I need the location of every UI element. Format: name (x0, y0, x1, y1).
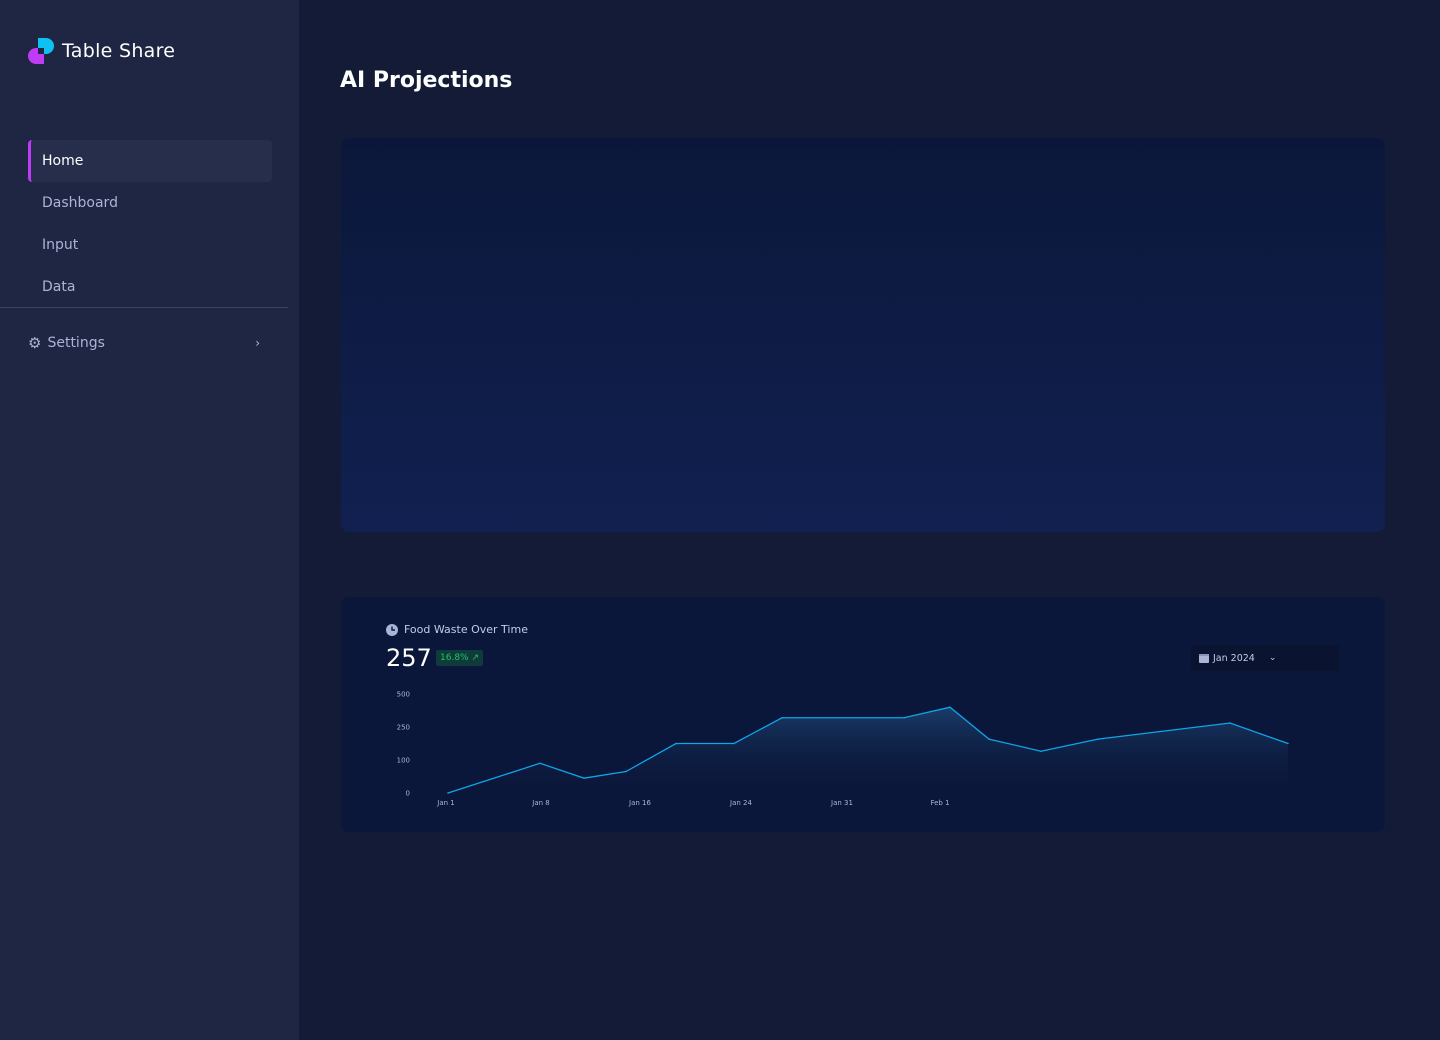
chevron-down-icon: ⌄ (1268, 653, 1277, 663)
y-tick-label: 250 (397, 724, 410, 732)
data-point (1287, 742, 1289, 745)
data-point (625, 770, 627, 773)
sidebar-nav: Home Dashboard Input Data (28, 140, 272, 308)
data-point (539, 762, 541, 765)
sidebar-item-input[interactable]: Input (42, 237, 79, 253)
data-point (447, 792, 449, 794)
food-waste-card: Food Waste Over Time 257 16.8% ↗ Jan 202… (341, 597, 1385, 832)
period-value: Jan 2024 (1213, 652, 1255, 664)
clock-icon (386, 623, 398, 636)
data-point (781, 716, 783, 719)
data-point (988, 738, 990, 740)
card-header: Food Waste Over Time (386, 623, 528, 636)
x-tick-label: Jan 31 (830, 799, 853, 807)
data-point (1229, 722, 1231, 724)
sidebar: Table Share Home Dashboard Input Data ⚙ … (0, 0, 299, 1040)
area-fill (448, 707, 1288, 793)
period-select[interactable]: Jan 2024 ⌄ (1191, 645, 1339, 671)
x-tick-label: Jan 8 (531, 799, 549, 807)
settings-label: Settings (47, 335, 105, 351)
chevron-right-icon: › (255, 336, 260, 350)
sidebar-item-data[interactable]: Data (42, 279, 76, 295)
data-point (1040, 750, 1042, 752)
data-point (675, 742, 677, 745)
x-tick-label: Jan 1 (436, 799, 454, 807)
sidebar-item-settings[interactable]: ⚙ Settings › (28, 334, 260, 352)
x-tick-label: Jan 24 (729, 799, 752, 807)
sidebar-item-home[interactable]: Home (28, 140, 272, 182)
y-tick-label: 0 (406, 790, 410, 798)
sidebar-item-dashboard[interactable]: Dashboard (42, 195, 118, 211)
gear-icon: ⚙ (28, 334, 42, 352)
y-tick-label: 500 (397, 691, 410, 699)
data-point (583, 777, 585, 779)
chart: 0 100 250 500 Jan 1 Jan 8 Jan 16 Jan 24 Jan 31 Fe… (397, 691, 1289, 807)
series-line (447, 706, 1289, 794)
card-title: Food Waste Over Time (404, 623, 528, 636)
metric-value: 257 (386, 644, 432, 672)
data-point (733, 742, 735, 745)
y-tick-label: 100 (397, 757, 410, 765)
x-tick-label: Feb 1 (930, 799, 949, 807)
data-point (1097, 738, 1099, 740)
data-point (949, 706, 951, 708)
projection-panel (341, 138, 1385, 532)
app-name: Table Share (62, 40, 176, 62)
page-title: AI Projections (340, 68, 513, 93)
data-point (903, 716, 905, 719)
divider (0, 307, 288, 308)
logo[interactable]: Table Share (28, 38, 175, 64)
logo-icon (28, 38, 54, 64)
change-badge: 16.8% ↗ (436, 650, 483, 666)
x-tick-label: Jan 16 (628, 799, 651, 807)
calendar-icon (1199, 654, 1209, 663)
